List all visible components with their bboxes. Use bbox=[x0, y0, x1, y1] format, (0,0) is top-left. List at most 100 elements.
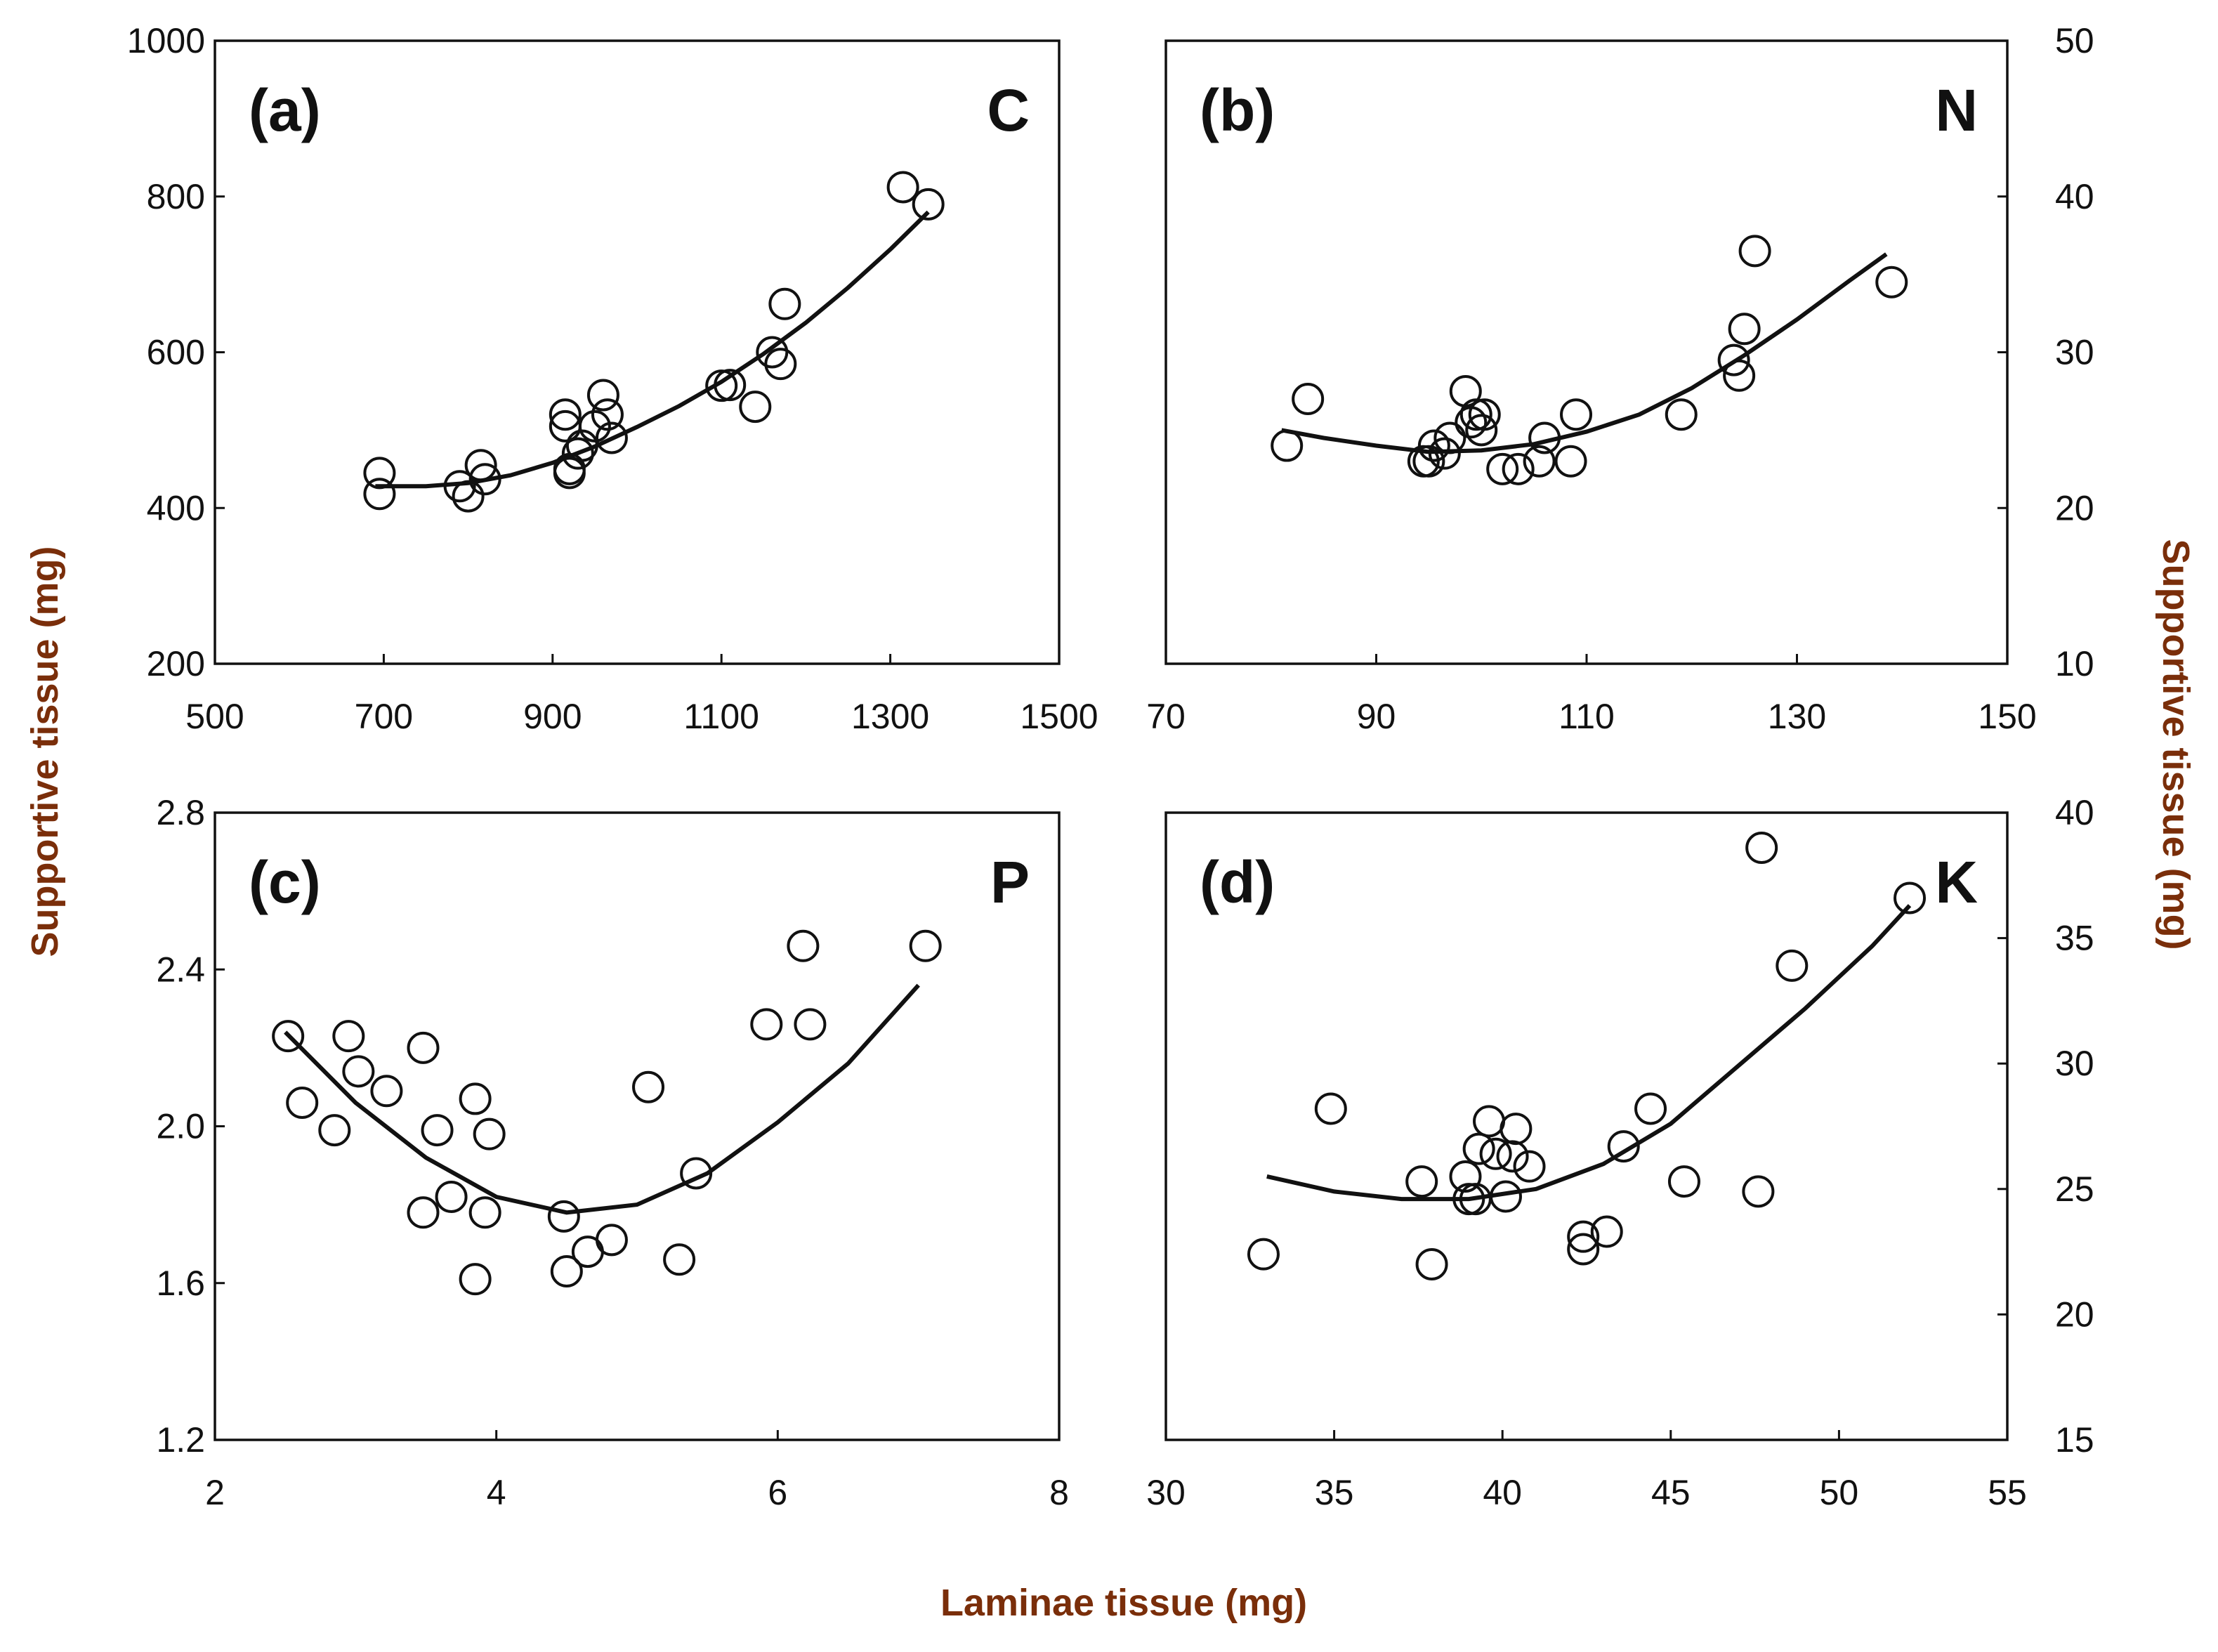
data-point bbox=[1417, 429, 1450, 462]
x-tick-label: 1300 bbox=[851, 697, 929, 736]
x-tick-label: 4 bbox=[487, 1473, 506, 1512]
data-point bbox=[1292, 383, 1325, 416]
y-tick-label: 200 bbox=[147, 644, 205, 683]
data-point bbox=[1405, 1165, 1438, 1198]
data-point bbox=[407, 1031, 440, 1064]
data-point bbox=[468, 1196, 501, 1229]
data-point bbox=[1738, 235, 1771, 268]
data-point bbox=[459, 1082, 492, 1115]
y-tick-label: 1.6 bbox=[156, 1264, 205, 1303]
y-tick-label: 35 bbox=[2055, 919, 2094, 958]
data-point bbox=[370, 1075, 403, 1108]
data-point bbox=[1502, 452, 1535, 485]
y-tick-label: 20 bbox=[2055, 1294, 2094, 1334]
data-point bbox=[1486, 452, 1519, 485]
data-point bbox=[1717, 343, 1750, 376]
data-point bbox=[1723, 359, 1756, 392]
plot-frame bbox=[214, 39, 1061, 665]
data-point bbox=[1449, 1160, 1482, 1193]
data-point bbox=[363, 457, 396, 490]
data-point bbox=[756, 336, 789, 369]
panel-d-plot: 30 35 40 45 50 55 15 20 25 30 35 40 (d) K bbox=[1146, 793, 2094, 1512]
y-tick-label: 400 bbox=[147, 488, 205, 527]
data-point bbox=[578, 409, 611, 442]
data-point bbox=[1567, 1233, 1600, 1266]
data-point bbox=[739, 391, 772, 424]
data-point bbox=[1875, 266, 1908, 299]
x-tick-label: 40 bbox=[1483, 1473, 1522, 1512]
data-point bbox=[421, 1114, 454, 1147]
data-point bbox=[1634, 1092, 1667, 1125]
data-point bbox=[1415, 1247, 1448, 1280]
data-point bbox=[1513, 1150, 1546, 1183]
data-point bbox=[1452, 1183, 1485, 1216]
data-point bbox=[1554, 445, 1587, 478]
x-tick-label: 45 bbox=[1651, 1473, 1691, 1512]
data-point bbox=[1428, 437, 1461, 470]
x-tick-label: 110 bbox=[1558, 697, 1615, 736]
element-label: N bbox=[1935, 77, 1978, 143]
y-tick-label: 50 bbox=[2055, 21, 2094, 60]
x-tick-label: 35 bbox=[1315, 1473, 1354, 1512]
data-point bbox=[663, 1243, 696, 1276]
data-point bbox=[549, 398, 582, 431]
panel-c-plot: 2 4 6 8 1.2 1.6 2.0 2.4 2.8 (c) P bbox=[156, 793, 1068, 1512]
data-point bbox=[332, 1020, 365, 1053]
element-label: C bbox=[987, 77, 1030, 143]
right-y-axis-title: Supportive tissue (mg) bbox=[2155, 539, 2197, 950]
data-point bbox=[1607, 1130, 1640, 1163]
data-point bbox=[1489, 1180, 1522, 1213]
data-point bbox=[591, 398, 624, 431]
data-point bbox=[443, 470, 476, 503]
data-point bbox=[1459, 398, 1492, 431]
y-tick-label: 1.2 bbox=[156, 1420, 205, 1460]
data-point bbox=[768, 287, 801, 320]
panel-label: (b) bbox=[1200, 77, 1275, 143]
y-tick-label: 10 bbox=[2055, 644, 2094, 683]
data-point bbox=[586, 379, 619, 412]
fit-curve bbox=[1281, 252, 1888, 454]
element-label: P bbox=[990, 849, 1030, 915]
data-point bbox=[595, 421, 628, 454]
y-tick-label: 30 bbox=[2055, 1044, 2094, 1083]
y-tick-label: 20 bbox=[2055, 488, 2094, 527]
data-point bbox=[1473, 1105, 1506, 1138]
data-point bbox=[1465, 414, 1498, 447]
x-tick-label: 1100 bbox=[683, 697, 759, 736]
y-tick-label: 40 bbox=[2055, 177, 2094, 216]
data-point bbox=[473, 1117, 506, 1150]
y-tick-label: 40 bbox=[2055, 793, 2094, 832]
data-point bbox=[909, 929, 942, 962]
y-tick-label: 1000 bbox=[127, 21, 205, 60]
data-point bbox=[680, 1157, 713, 1190]
data-point bbox=[1728, 313, 1761, 346]
plot-frame bbox=[1164, 811, 2009, 1441]
element-label: K bbox=[1935, 849, 1978, 915]
fit-curve bbox=[1266, 904, 1912, 1202]
data-point bbox=[1742, 1175, 1775, 1208]
x-tick-label: 90 bbox=[1357, 697, 1396, 736]
data-point bbox=[1500, 1113, 1533, 1146]
data-point bbox=[550, 1255, 583, 1288]
panel-label: (c) bbox=[249, 849, 321, 915]
data-point bbox=[714, 369, 747, 402]
data-point bbox=[1528, 421, 1561, 454]
x-tick-label: 6 bbox=[768, 1473, 787, 1512]
data-point bbox=[1776, 949, 1809, 982]
x-tick-label: 500 bbox=[185, 697, 244, 736]
data-point bbox=[286, 1087, 319, 1120]
data-point bbox=[1567, 1220, 1600, 1253]
x-tick-label: 700 bbox=[355, 697, 413, 736]
data-point bbox=[547, 1200, 580, 1233]
y-tick-label: 25 bbox=[2055, 1169, 2094, 1209]
data-point bbox=[1665, 398, 1698, 431]
data-point bbox=[363, 478, 396, 511]
data-point bbox=[595, 1224, 628, 1257]
fit-curve bbox=[284, 983, 920, 1215]
y-tick-label: 2.4 bbox=[156, 950, 205, 989]
data-point bbox=[632, 1070, 665, 1103]
data-point bbox=[1523, 445, 1556, 478]
fit-curve bbox=[375, 210, 930, 489]
panel-a-plot: 500 700 900 1100 1300 1500 200 400 600 800 1000 (a)… bbox=[127, 21, 1098, 736]
